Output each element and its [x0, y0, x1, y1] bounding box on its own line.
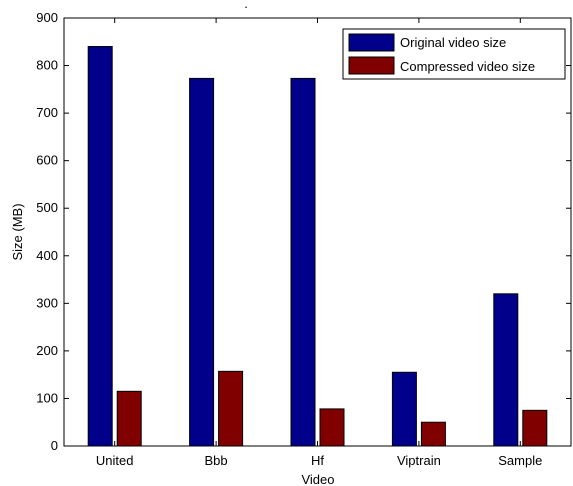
legend: Original video size Compressed video siz… [342, 28, 566, 80]
y-tick-label: 100 [36, 390, 58, 405]
chart-title: . [244, 0, 248, 11]
legend-swatch-compressed [348, 56, 395, 75]
y-tick-label: 900 [36, 10, 58, 25]
plot-area [63, 17, 572, 447]
y-tick-label: 200 [36, 343, 58, 358]
bar-original-hf [290, 77, 316, 447]
bar-compressed-united [116, 390, 142, 447]
y-axis-title: Size (MB) [10, 203, 25, 260]
legend-label-original: Original video size [400, 35, 506, 50]
legend-label-compressed: Compressed video size [400, 59, 535, 74]
legend-swatch-original [348, 33, 395, 52]
bar-original-sample [493, 293, 519, 447]
bar-original-united [87, 46, 113, 447]
y-tick-label: 0 [51, 438, 58, 453]
x-axis-title: Video [301, 472, 334, 486]
x-tick-label: United [96, 453, 134, 468]
bar-compressed-sample [522, 409, 548, 447]
x-tick-label: Sample [498, 453, 542, 468]
bar-compressed-bbb [218, 370, 244, 447]
x-tick-label: Hf [311, 453, 324, 468]
y-tick-label: 500 [36, 200, 58, 215]
y-tick-label: 400 [36, 248, 58, 263]
x-axis: United Bbb Hf Viptrain Sample [96, 18, 542, 468]
bar-original-viptrain [391, 371, 417, 447]
x-tick-label: Viptrain [397, 453, 441, 468]
y-tick-label: 300 [36, 295, 58, 310]
x-tick-label: Bbb [205, 453, 228, 468]
bar-original-bbb [189, 77, 215, 447]
y-tick-label: 700 [36, 105, 58, 120]
y-axis: 0 100 200 300 400 500 600 700 800 900 [36, 10, 571, 453]
bars-layer [87, 46, 548, 447]
bar-compressed-viptrain [420, 421, 446, 447]
bar-compressed-hf [319, 408, 345, 447]
y-tick-label: 800 [36, 58, 58, 73]
y-tick-label: 600 [36, 153, 58, 168]
